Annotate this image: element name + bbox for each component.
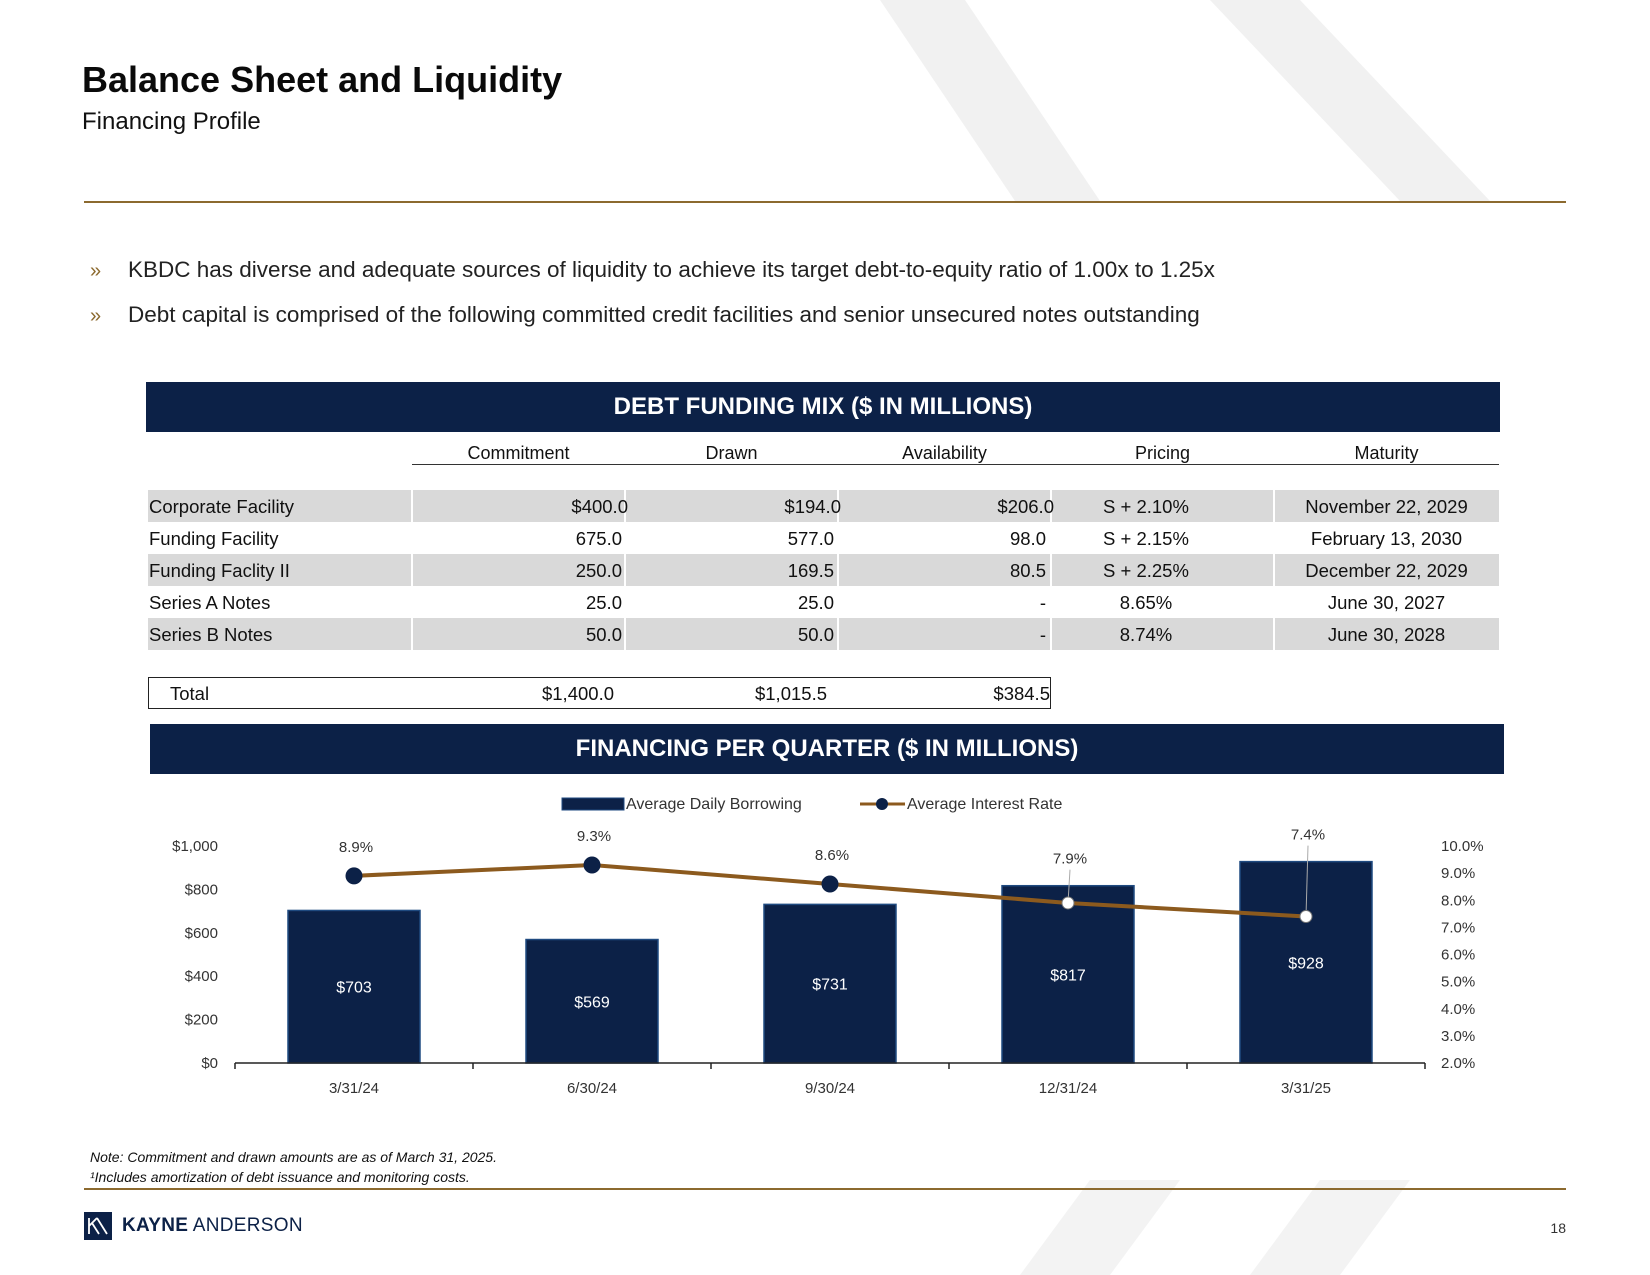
company-logo: KAYNE ANDERSON bbox=[84, 1212, 303, 1240]
header-divider bbox=[84, 201, 1566, 203]
cell-pricing: S + 2.25% bbox=[1103, 560, 1189, 581]
cell-drawn: 169.5 bbox=[787, 560, 834, 581]
total-commitment: $1,400.0 bbox=[541, 683, 614, 704]
cell-pricing: S + 2.10% bbox=[1103, 496, 1189, 517]
bullet-marker: » bbox=[90, 260, 102, 282]
cell-commitment: 50.0 bbox=[585, 624, 622, 645]
cell-availability: 98.0 bbox=[1009, 528, 1046, 549]
cell-commitment: $400.0 bbox=[571, 496, 628, 517]
column-header-pricing: Pricing bbox=[1134, 443, 1191, 463]
row-label: Series B Notes bbox=[149, 624, 273, 645]
cell-availability: 80.5 bbox=[1009, 560, 1046, 581]
page-number: 18 bbox=[1550, 1220, 1566, 1236]
total-availability: $384.5 bbox=[993, 683, 1050, 704]
cell-availability: - bbox=[1039, 592, 1046, 613]
column-header-availability: Availability bbox=[902, 443, 987, 463]
footnote-amortization: ¹Includes amortization of debt issuance … bbox=[90, 1169, 470, 1185]
bullet-text: Debt capital is comprised of the followi… bbox=[128, 302, 1200, 327]
row-label: Funding Faclity II bbox=[149, 560, 290, 581]
column-header-drawn: Drawn bbox=[705, 443, 758, 463]
cell-pricing: S + 2.15% bbox=[1103, 528, 1189, 549]
cell-pricing: 8.74% bbox=[1119, 624, 1173, 645]
total-drawn: $1,015.5 bbox=[754, 683, 827, 704]
cell-drawn: 577.0 bbox=[787, 528, 834, 549]
cell-availability: - bbox=[1039, 624, 1046, 645]
cell-maturity: February 13, 2030 bbox=[1310, 528, 1463, 549]
cell-maturity: December 22, 2029 bbox=[1305, 560, 1468, 581]
bullet-text: KBDC has diverse and adequate sources of… bbox=[128, 257, 1215, 282]
total-row: Total $1,400.0 $1,015.5 $384.5 bbox=[148, 677, 1051, 709]
logo-mark-icon bbox=[84, 1212, 112, 1240]
footer-divider bbox=[84, 1188, 1566, 1190]
footnote-commitment: Note: Commitment and drawn amounts are a… bbox=[90, 1149, 497, 1165]
cell-drawn: $194.0 bbox=[784, 496, 841, 517]
table-row: Funding Faclity II 250.0 169.5 80.5 S + … bbox=[148, 554, 1499, 586]
row-label: Corporate Facility bbox=[149, 496, 294, 517]
table-row: Funding Facility 675.0 577.0 98.0 S + 2.… bbox=[148, 522, 1499, 554]
table-row: Series B Notes 50.0 50.0 - 8.74% June 30… bbox=[148, 618, 1499, 650]
row-label: Funding Facility bbox=[149, 528, 279, 549]
logo-text-light: ANDERSON bbox=[188, 1215, 303, 1236]
total-label: Total bbox=[170, 683, 210, 704]
header-underline bbox=[412, 464, 1499, 465]
bullet-item: » Debt capital is comprised of the follow… bbox=[90, 302, 1200, 327]
cell-commitment: 675.0 bbox=[575, 528, 622, 549]
cell-pricing: 8.65% bbox=[1119, 592, 1173, 613]
row-label: Series A Notes bbox=[149, 592, 271, 613]
table-row: Series A Notes 25.0 25.0 - 8.65% June 30… bbox=[148, 586, 1499, 618]
cell-maturity: June 30, 2028 bbox=[1327, 624, 1446, 645]
column-header-commitment: Commitment bbox=[467, 443, 570, 463]
bullet-item: » KBDC has diverse and adequate sources o… bbox=[90, 257, 1215, 282]
cell-availability: $206.0 bbox=[997, 496, 1054, 517]
page-subtitle: Financing Profile bbox=[82, 108, 261, 135]
cell-maturity: November 22, 2029 bbox=[1305, 496, 1468, 517]
cell-maturity: June 30, 2027 bbox=[1327, 592, 1446, 613]
logo-text-bold: KAYNE bbox=[122, 1215, 189, 1236]
cell-drawn: 50.0 bbox=[797, 624, 834, 645]
bullet-marker: » bbox=[90, 305, 102, 327]
chart-banner: FINANCING PER QUARTER ($ IN MILLIONS) bbox=[150, 724, 1504, 774]
column-header-maturity: Maturity bbox=[1354, 443, 1419, 463]
page-title: Balance Sheet and Liquidity bbox=[82, 59, 563, 100]
debt-table-banner: DEBT FUNDING MIX ($ IN MILLIONS) bbox=[146, 382, 1500, 432]
cell-commitment: 25.0 bbox=[585, 592, 622, 613]
table-row: Corporate Facility $400.0 $194.0 $206.0 … bbox=[148, 490, 1499, 522]
cell-commitment: 250.0 bbox=[575, 560, 622, 581]
cell-drawn: 25.0 bbox=[797, 592, 834, 613]
